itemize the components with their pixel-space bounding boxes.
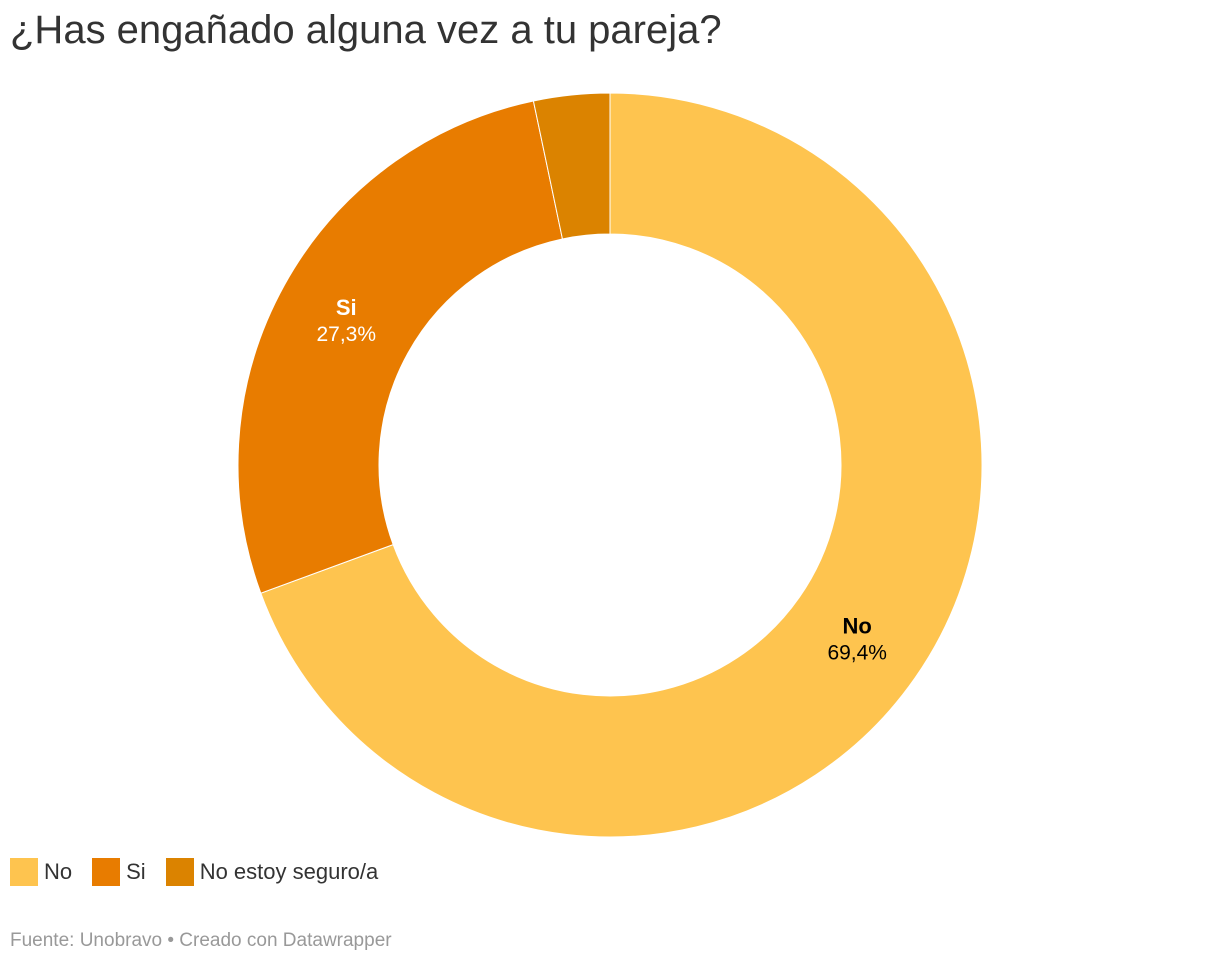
slice-no[interactable] xyxy=(260,92,983,838)
legend-label-no-estoy-seguro: No estoy seguro/a xyxy=(199,859,379,884)
legend-item-no-estoy-seguro[interactable]: No estoy seguro/a xyxy=(165,858,379,886)
donut-slices xyxy=(237,92,983,838)
slice-si[interactable] xyxy=(237,100,564,594)
chart-title: ¿Has engañado alguna vez a tu pareja? xyxy=(10,8,722,52)
legend-swatch-si xyxy=(92,858,121,886)
source-footer: Fuente: Unobravo • Creado con Datawrappe… xyxy=(10,930,392,951)
slice-label-0: No xyxy=(843,614,872,639)
legend-swatch-no xyxy=(10,858,38,886)
legend-swatch-no-estoy-seguro xyxy=(165,858,194,886)
legend-item-no[interactable]: No xyxy=(10,858,72,886)
slice-value-label-1: 27,3% xyxy=(316,323,376,346)
donut-chart: No 69,4% Si 27,3% xyxy=(237,92,983,838)
legend-label-si: Si xyxy=(126,859,146,884)
donut-labels: No 69,4% Si 27,3% xyxy=(316,295,887,665)
legend-item-si[interactable]: Si xyxy=(92,858,146,886)
slice-no-estoy-seguro-a[interactable] xyxy=(532,92,611,240)
legend-label-no: No xyxy=(44,859,73,884)
legend: No Si No estoy seguro/a xyxy=(10,858,378,886)
slice-label-1: Si xyxy=(336,295,357,320)
slice-value-label-0: 69,4% xyxy=(827,642,887,665)
